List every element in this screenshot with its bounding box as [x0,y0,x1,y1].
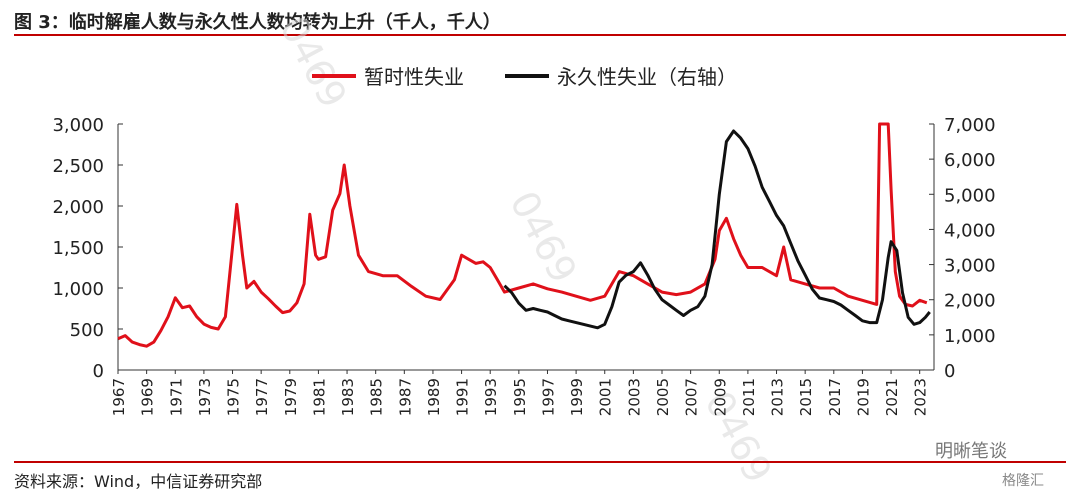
y-left-tick-label: 1,000 [52,279,104,300]
x-tick-label: 1969 [139,378,157,416]
x-tick-label: 2001 [597,378,615,416]
x-tick-label: 1985 [368,378,386,416]
y-right-tick-label: 0 [944,361,955,382]
y-left-tick-label: 3,000 [52,115,104,136]
series-line-temporary [117,122,928,348]
x-tick-label: 1997 [539,378,557,416]
x-tick-label: 1975 [225,378,243,416]
x-tick-label: 2023 [912,378,930,416]
x-tick-label: 1987 [396,378,414,416]
legend: 暂时性失业 永久性失业（右轴） [312,65,737,89]
brand-watermark-secondary: 格隆汇 [1002,473,1044,489]
x-tick-label: 2009 [711,378,729,416]
series-line-permanent [503,129,931,330]
x-tick-label: 1973 [196,378,214,416]
x-tick-label: 2013 [769,378,787,416]
y-left-tick-label: 500 [70,320,104,341]
x-tick-label: 1989 [425,378,443,416]
y-right-tick-label: 6,000 [944,150,996,171]
x-tick-label: 1991 [454,378,472,416]
y-right-tick-label: 2,000 [944,291,996,312]
x-tick-label: 1983 [339,378,357,416]
x-tick-label: 2021 [883,378,901,416]
x-tick-label: 2017 [826,378,844,416]
y-right-tick-label: 3,000 [944,256,996,277]
y-right-tick-label: 1,000 [944,326,996,347]
legend-label: 永久性失业（右轴） [557,65,737,89]
y-left-tick-label: 2,500 [52,156,104,177]
x-tick-label: 2003 [625,378,643,416]
x-tick-label: 1979 [282,378,300,416]
y-right-tick-label: 5,000 [944,185,996,206]
source-rule [14,461,1066,463]
y-right-tick-label: 4,000 [944,220,996,241]
x-tick-label: 1981 [310,378,328,416]
y-right-tick-label: 7,000 [944,115,996,136]
x-tick-label: 2007 [683,378,701,416]
x-tick-label: 2019 [854,378,872,416]
x-tick-label: 1999 [568,378,586,416]
brand-watermark: 明晰笔谈 [935,441,1007,462]
x-tick-label: 2015 [797,378,815,416]
x-tick-label: 1993 [482,378,500,416]
legend-label: 暂时性失业 [364,65,464,89]
x-tick-label: 2011 [740,378,758,416]
y-left-tick-label: 0 [93,361,104,382]
source-note: 资料来源：Wind，中信证券研究部 [14,472,263,491]
x-tick-label: 1967 [110,378,128,416]
title-rule [14,34,1066,36]
x-tick-label: 1977 [253,378,271,416]
x-tick-label: 2005 [654,378,672,416]
y-left-tick-label: 2,000 [52,197,104,218]
x-tick-label: 1971 [167,378,185,416]
y-left-tick-label: 1,500 [52,238,104,259]
x-tick-label: 1995 [511,378,529,416]
axes: 0 500 1,000 1,500 2,000 2,500 3,000 0 1,000 2,000… [52,115,995,416]
chart-title: 图 3：临时解雇人数与永久性人数均转为上升（千人，千人） [14,12,501,33]
series-layer [117,122,931,348]
